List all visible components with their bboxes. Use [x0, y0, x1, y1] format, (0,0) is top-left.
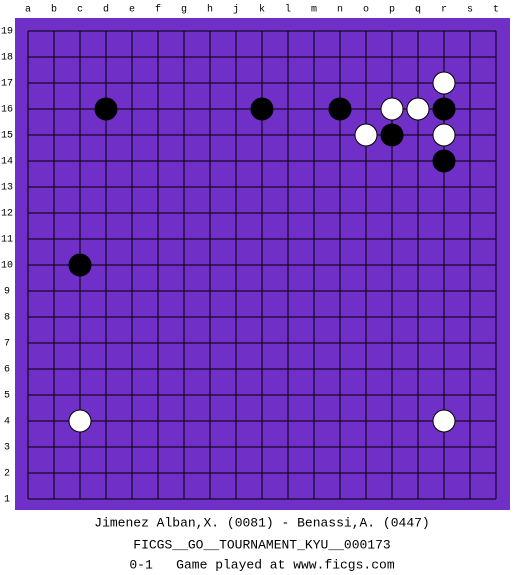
row-label: 19: [1, 27, 13, 38]
black-stone: [432, 97, 456, 121]
row-label: 10: [1, 261, 13, 272]
column-label: s: [467, 5, 473, 16]
row-label: 2: [4, 469, 10, 480]
column-label: k: [259, 4, 265, 16]
white-stone: [380, 97, 404, 121]
column-label: o: [363, 5, 369, 16]
column-label: n: [337, 5, 343, 16]
column-label: t: [493, 5, 499, 16]
row-label: 13: [1, 183, 13, 194]
column-label: l: [285, 4, 291, 16]
row-label: 8: [4, 313, 10, 324]
black-stone: [328, 97, 352, 121]
column-label: d: [103, 4, 109, 16]
column-label: r: [441, 5, 447, 16]
row-label: 14: [1, 157, 13, 168]
white-stone: [432, 71, 456, 95]
column-label: j: [233, 4, 239, 16]
white-stone: [354, 123, 378, 147]
event: FICGS__GO__TOURNAMENT_KYU__000173: [133, 537, 390, 552]
column-label: h: [207, 4, 213, 16]
column-label: c: [77, 5, 83, 16]
row-label: 12: [1, 209, 13, 220]
players: Jimenez Alban,X. (0081) - Benassi,A. (04…: [94, 515, 429, 530]
row-label: 6: [4, 365, 10, 376]
column-label: f: [155, 4, 161, 16]
white-stone: [68, 409, 92, 433]
column-label: b: [51, 4, 57, 16]
black-stone: [380, 123, 404, 147]
column-label: m: [311, 5, 317, 16]
black-stone: [68, 253, 92, 277]
row-label: 18: [1, 53, 13, 64]
column-label: q: [415, 5, 421, 16]
black-stone: [432, 149, 456, 173]
row-label: 17: [1, 79, 13, 90]
white-stone: [406, 97, 430, 121]
column-label: p: [389, 5, 395, 16]
row-label: 11: [1, 235, 13, 246]
row-label: 3: [4, 443, 10, 454]
white-stone: [432, 123, 456, 147]
result: 0-1 Game played at www.ficgs.com: [129, 557, 394, 572]
row-label: 15: [1, 131, 13, 142]
row-label: 5: [4, 391, 10, 402]
column-label: a: [25, 5, 31, 16]
column-label: g: [181, 5, 187, 16]
column-label: e: [129, 5, 135, 16]
white-stone: [432, 409, 456, 433]
black-stone: [250, 97, 274, 121]
row-label: 9: [4, 287, 10, 298]
row-label: 4: [4, 417, 10, 428]
black-stone: [94, 97, 118, 121]
row-label: 1: [4, 495, 10, 506]
row-label: 7: [4, 339, 10, 350]
row-label: 16: [1, 105, 13, 116]
